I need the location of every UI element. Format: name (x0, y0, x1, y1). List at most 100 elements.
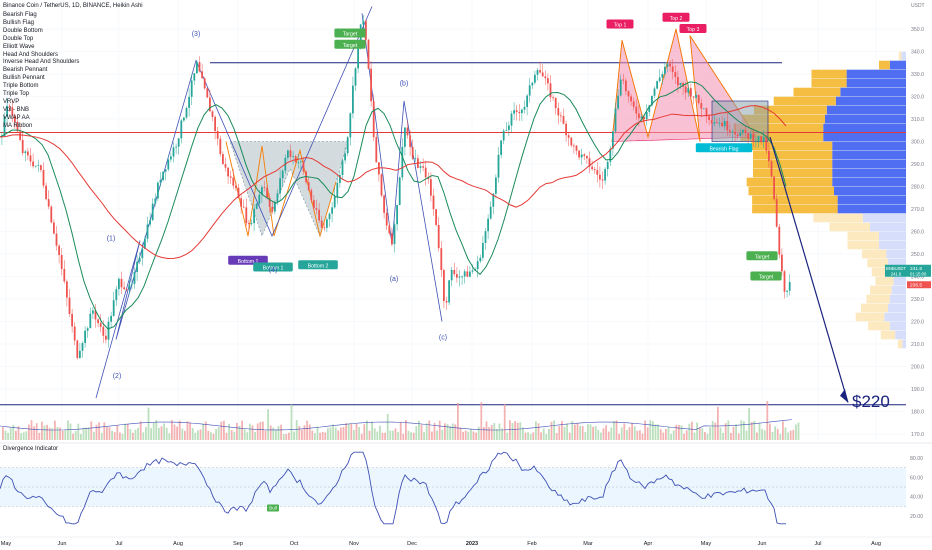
indicator-legend-item[interactable]: VRVP (3, 98, 20, 105)
volume-bar (410, 432, 412, 440)
volume-bar (750, 422, 753, 440)
volume-bar (308, 424, 311, 440)
candle-body (617, 95, 619, 109)
volume-bar (160, 426, 163, 440)
elliott-label: (b) (400, 80, 409, 87)
candle-body (627, 91, 630, 97)
volume-bar (264, 430, 267, 440)
indicator-legend-item[interactable]: Vol - BNB (3, 106, 30, 113)
vrvp-bar-up (826, 105, 906, 115)
time-tick: Jun (58, 541, 67, 547)
price-tick: 180.0 (911, 410, 924, 416)
candle-body (86, 328, 89, 331)
volume-bar (340, 427, 342, 440)
indicator-legend-item[interactable]: Triple Top (3, 91, 30, 98)
candle-body (544, 76, 547, 79)
volume-bar (95, 424, 98, 440)
volume-bar (475, 432, 477, 440)
volume-bar (303, 425, 306, 440)
elliott-label: (c) (439, 335, 447, 342)
grid (0, 0, 906, 440)
vrvp-bar-up (870, 222, 906, 232)
volume-bar (228, 423, 230, 440)
indicator-legend-item[interactable]: Bullish Pennant (3, 75, 45, 82)
candle-body (508, 125, 510, 130)
volume-bar (626, 429, 628, 440)
candle-body (253, 208, 255, 224)
chart-title: Binance Coin / TetherUS, 1D, BINANCE, He… (3, 3, 143, 9)
volume-bar (709, 427, 711, 440)
vrvp-bar-down (751, 141, 833, 151)
volume-bar (311, 430, 314, 440)
volume-bar (407, 430, 410, 440)
volume-bar (659, 429, 662, 440)
indicator-legend-item[interactable]: Double Top (3, 35, 34, 42)
indicator-legend-item[interactable]: MA Ribbon (3, 122, 33, 129)
candle-body (427, 177, 430, 180)
indicator-legend-item[interactable]: Elliott Wave (3, 43, 35, 50)
volume-bar (9, 428, 12, 440)
volume-bar (163, 423, 165, 440)
candle-body (37, 165, 40, 166)
candle-body (188, 96, 190, 108)
volume-bar (644, 420, 646, 440)
candle-body (53, 222, 55, 234)
candle-body (201, 71, 203, 79)
time-tick: Dec (407, 541, 417, 547)
indicator-legend-item[interactable]: VWAP AA (3, 114, 30, 121)
indicator-legend-item[interactable]: Triple Bottom (3, 83, 39, 90)
time-tick: Nov (349, 541, 359, 547)
candle-body (11, 107, 14, 116)
candle-body (505, 129, 508, 131)
candle-body (120, 278, 123, 288)
pattern-labels: Top 1 Top 2 Top 3 Bottom 1 Bottom 1 Bottom 2 T… (107, 12, 782, 380)
indicator-legend-item[interactable]: Inverse Head And Shoulders (3, 59, 80, 66)
candle-body (66, 281, 68, 298)
indicator-legend-item[interactable]: Bearish Flag (3, 12, 37, 18)
vrvp-bar-down (861, 249, 887, 259)
vrvp-bar-up (840, 87, 906, 97)
candle-body (562, 116, 565, 124)
candle-body (461, 276, 463, 278)
candle-body (463, 271, 466, 277)
vrvp-bar-down (811, 78, 847, 88)
candle-body (588, 158, 591, 167)
candle-body (713, 122, 716, 124)
volume-bar (126, 423, 129, 440)
volume-bar (334, 427, 337, 440)
volume-bar (4, 430, 7, 440)
projection-arrow[interactable]: $220 (769, 136, 890, 411)
indicator-legend-item[interactable]: Bullish Flag (3, 19, 35, 26)
indicator-legend-item[interactable]: Bearish Pennant (3, 67, 48, 74)
indicator-legend-item[interactable]: Head And Shoulders (3, 51, 59, 58)
candle-body (476, 261, 479, 270)
volume-bar (111, 430, 113, 440)
pattern-label-text: Top 2 (670, 16, 683, 22)
price-tick: 270.0 (911, 207, 924, 213)
time-axis[interactable]: May Jun Jul Aug Sep Oct Nov Dec 2023 Feb Mar Apr May… (0, 536, 932, 547)
candle-body (232, 177, 235, 186)
volume-bar (275, 429, 277, 440)
candle-body (172, 147, 175, 157)
price-axis[interactable]: 350.0 340.0 330.0 320.0 310.0 300.0 290.0 280.0… (906, 0, 932, 440)
candle-body (526, 95, 528, 107)
candle-body (16, 122, 19, 132)
volume-bar (22, 432, 25, 440)
candle-body (297, 162, 300, 164)
candle-body (112, 300, 115, 316)
volume-bar (350, 423, 353, 440)
volume-bar (152, 422, 155, 440)
candle-body (710, 119, 713, 124)
projection-line[interactable] (769, 136, 849, 403)
candle-body (27, 151, 29, 156)
indicator-legend-item[interactable]: Double Bottom (3, 27, 43, 34)
candle-body (237, 187, 240, 199)
volume-bar (600, 432, 602, 440)
vrvp-bar-up (893, 276, 906, 286)
vrvp-bar-down (866, 294, 890, 304)
volume-bar (441, 429, 444, 440)
volume-bar (178, 420, 181, 440)
volume-bar (675, 424, 678, 440)
volume-bar (527, 432, 529, 440)
